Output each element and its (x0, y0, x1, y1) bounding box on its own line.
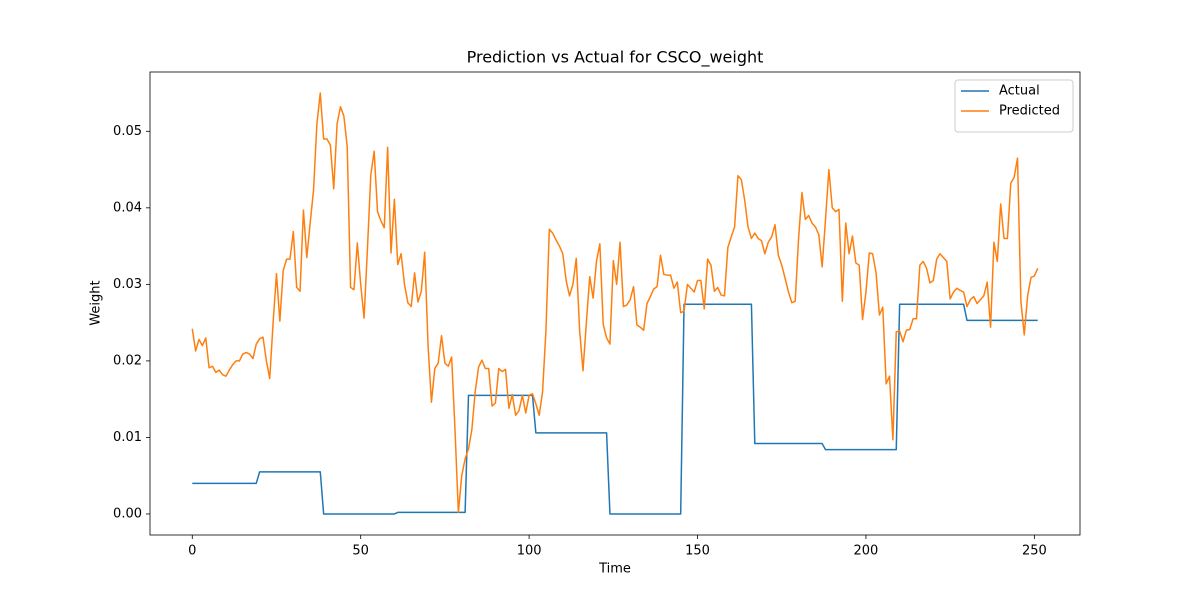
y-tick-label: 0.00 (113, 506, 142, 521)
x-tick-label: 250 (1022, 544, 1047, 559)
x-tick-label: 50 (352, 544, 369, 559)
legend: Actual Predicted (954, 79, 1074, 133)
x-tick-label: 200 (854, 544, 879, 559)
x-axis-label: Time (598, 562, 631, 577)
legend-label: Predicted (999, 104, 1060, 119)
x-tick-label: 150 (685, 544, 710, 559)
plot-frame (149, 71, 1081, 536)
x-tick-label: 100 (517, 544, 542, 559)
data-line (192, 303, 1038, 515)
y-tick-label: 0.04 (113, 200, 142, 215)
y-tick-label: 0.03 (113, 277, 142, 292)
data-line (191, 92, 1039, 514)
chart-title: Prediction vs Actual for CSCO_weight (467, 48, 764, 68)
x-tick-label: 0 (188, 544, 196, 559)
y-tick-label: 0.02 (113, 353, 142, 368)
legend-label: Actual (999, 84, 1040, 99)
y-axis-label: Weight (89, 280, 104, 325)
y-tick-label: 0.05 (113, 124, 142, 139)
y-tick-label: 0.01 (113, 430, 142, 445)
legend-box (954, 79, 1074, 133)
